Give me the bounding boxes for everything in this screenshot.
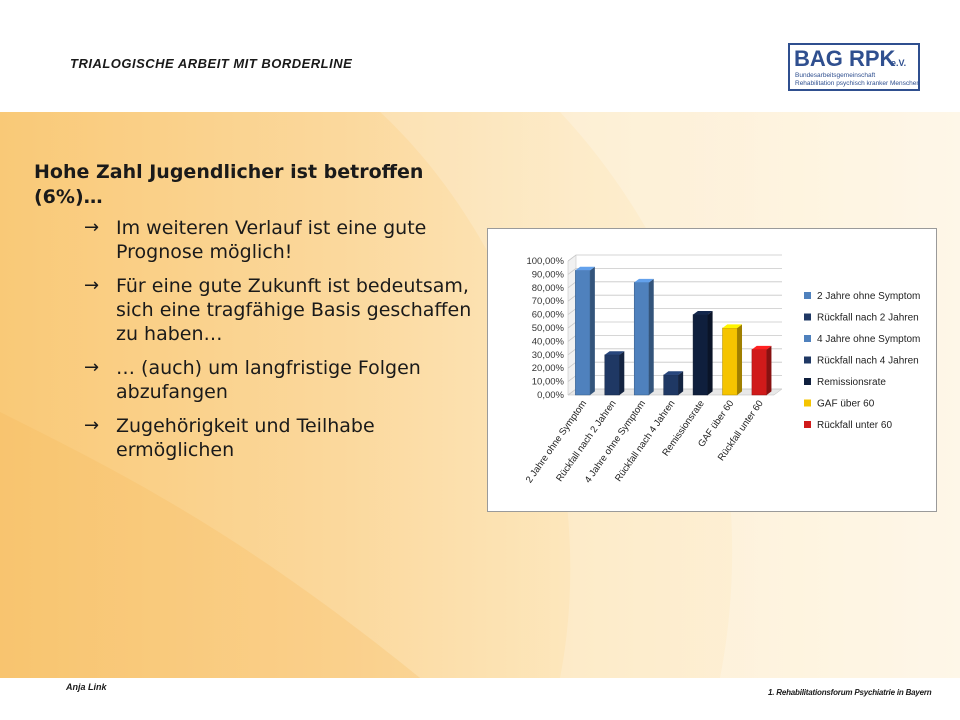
bar-front — [575, 270, 591, 396]
bar-side — [766, 345, 772, 395]
bar-side — [707, 311, 713, 395]
legend-label: Rückfall unter 60 — [817, 420, 892, 431]
y-gridline — [567, 348, 782, 356]
y-gridline — [567, 281, 782, 289]
bar-side — [590, 266, 595, 395]
footer-event-name: 1. Rehabilitationsforum Psychiatrie in B… — [768, 688, 932, 697]
y-gridline — [567, 361, 782, 369]
legend-swatch — [804, 313, 811, 321]
bar-top — [722, 324, 743, 328]
bullet-text: … (auch) um langfristige Folgen abzufang… — [116, 357, 421, 403]
y-tick-label: 90,00% — [532, 269, 565, 280]
legend-label: 2 Jahre ohne Symptom — [817, 291, 920, 302]
bar-top — [663, 371, 684, 375]
logo-suffix-text: e.V. — [891, 58, 907, 68]
arrow-right-icon: → — [84, 357, 100, 378]
legend-label: Rückfall nach 2 Jahren — [817, 313, 919, 324]
y-tick-label: 40,00% — [532, 336, 565, 347]
y-tick-label: 60,00% — [532, 310, 565, 321]
bullet-item: → Zugehörigkeit und Teilhabe ermöglichen — [34, 414, 484, 462]
bar-side — [737, 324, 743, 395]
bullet-text: Zugehörigkeit und Teilhabe ermöglichen — [116, 415, 375, 461]
y-gridline — [567, 321, 782, 329]
footer-author: Anja Link — [66, 682, 107, 692]
bar-front — [633, 282, 650, 396]
slide-content: Hohe Zahl Jugendlicher ist betroffen (6%… — [34, 160, 484, 472]
bullet-item: → Für eine gute Zukunft ist bedeutsam, s… — [34, 274, 484, 346]
y-tick-label: 70,00% — [532, 296, 565, 307]
bullet-item: → … (auch) um langfristige Folgen abzufa… — [34, 356, 484, 404]
arrow-right-icon: → — [84, 275, 100, 296]
arrow-right-icon: → — [84, 217, 100, 238]
bar-top — [634, 278, 654, 283]
y-tick-label: 10,00% — [532, 377, 565, 388]
bullet-item: → Im weiteren Verlauf ist eine gute Prog… — [34, 216, 484, 264]
legend-label: GAF über 60 — [817, 399, 875, 410]
y-gridline — [567, 308, 782, 315]
arrow-right-icon: → — [84, 415, 100, 436]
y-tick-label: 0,00% — [537, 390, 564, 401]
bag-rpk-logo: BAG RPK e.V. Bundesarbeitsgemeinschaft R… — [788, 43, 920, 91]
bullet-list: → Im weiteren Verlauf ist eine gute Prog… — [34, 216, 484, 462]
bar-front — [722, 327, 738, 396]
legend-swatch — [804, 421, 811, 428]
legend-label: 4 Jahre ohne Symptom — [817, 334, 920, 345]
legend-swatch — [804, 335, 811, 342]
y-gridline — [567, 294, 782, 302]
bar-side — [648, 278, 654, 395]
bar-top — [693, 311, 713, 315]
slide-header-title: TRIALOGISCHE ARBEIT MIT BORDERLINE — [70, 56, 353, 71]
bar-top — [575, 266, 595, 271]
bullet-text: Für eine gute Zukunft ist bedeutsam, sic… — [116, 275, 472, 345]
bar-front — [663, 374, 679, 396]
y-tick-label: 100,00% — [526, 256, 564, 267]
logo-subtitle-line1: Bundesarbeitsgemeinschaft — [795, 72, 876, 79]
bar-top — [751, 345, 772, 350]
legend-swatch — [804, 292, 811, 299]
y-tick-label: 30,00% — [532, 350, 565, 361]
bar-side — [619, 351, 625, 395]
y-tick-label: 50,00% — [532, 323, 565, 334]
chart-container: 0,00% 10,00% 20,00% 30,00% 40,00% 50,00% 60,00… — [487, 228, 937, 512]
legend-swatch — [804, 378, 811, 385]
logo-subtitle-line2: Rehabilitation psychisch kranker Mensche… — [795, 80, 921, 87]
bar-front — [692, 314, 709, 396]
bar-front — [751, 349, 767, 396]
y-tick-label: 20,00% — [532, 363, 565, 374]
legend-label: Remissionsrate — [817, 377, 886, 388]
legend-swatch — [804, 399, 811, 407]
y-gridline — [567, 268, 782, 275]
slide-heading: Hohe Zahl Jugendlicher ist betroffen (6%… — [34, 161, 424, 208]
y-tick-label: 80,00% — [532, 283, 565, 294]
y-gridline — [567, 254, 782, 262]
bar-front — [604, 354, 620, 396]
bullet-text: Im weiteren Verlauf ist eine gute Progno… — [116, 217, 427, 263]
y-gridline — [567, 335, 782, 342]
bar-chart: 0,00% 10,00% 20,00% 30,00% 40,00% 50,00% 60,00… — [524, 254, 920, 485]
logo-main-text: BAG RPK — [794, 46, 896, 71]
bar-side — [678, 371, 684, 395]
legend-label: Rückfall nach 4 Jahren — [817, 356, 919, 367]
legend-swatch — [804, 356, 811, 364]
bar-top — [604, 351, 625, 355]
